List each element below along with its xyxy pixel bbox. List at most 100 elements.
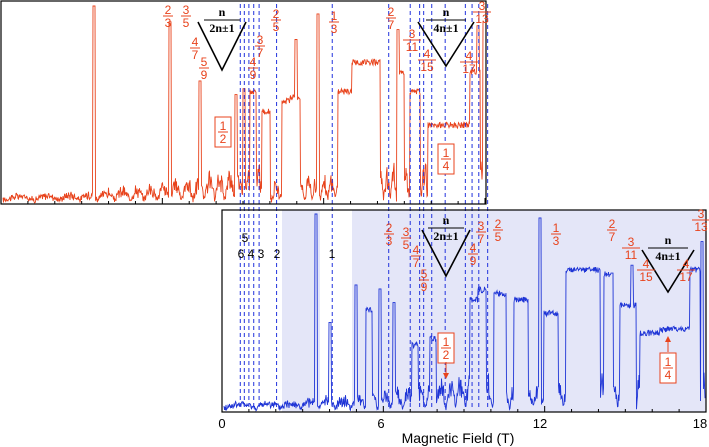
upper-frac-2-5: 25 [271,7,281,34]
upper-frac-3-7: 37 [255,33,265,60]
upper-wedge-2n: n 2n±1 [197,5,247,72]
shaded-regions [282,210,706,412]
lower-frac-3-5: 35 [401,225,411,252]
lower-wedge-2n-den: 2n±1 [433,229,458,243]
upper-boxed-half: 12 [214,116,232,148]
lower-frac-4-7: 47 [411,243,421,270]
svg-text:2: 2 [220,132,227,146]
svg-text:3: 3 [183,3,190,17]
lower-frac-3-13: 313 [692,207,709,234]
filling-4: 4 [248,247,255,261]
upper-frac-2-3: 23 [163,3,173,30]
svg-text:7: 7 [388,18,395,32]
landau-filling-labels: 5 6 4 3 2 1 [238,231,336,261]
lower-frac-2-3: 23 [384,221,394,248]
shade-region-2 [352,210,706,412]
svg-text:1: 1 [220,119,227,133]
svg-text:9: 9 [250,68,257,82]
x-axis-ticks [27,198,707,412]
svg-text:5: 5 [421,267,428,281]
svg-text:2: 2 [609,217,616,231]
upper-frac-1-3: 13 [329,9,339,36]
svg-text:2: 2 [165,3,172,17]
upper-boxed-quarter: 14 [437,143,455,175]
lower-wedge-4n: n 4n±1 [641,233,695,294]
svg-text:3: 3 [331,22,338,36]
svg-text:7: 7 [413,256,420,270]
svg-text:17: 17 [462,62,476,76]
svg-text:1: 1 [443,146,450,160]
svg-text:3: 3 [257,33,264,47]
svg-text:4: 4 [470,241,477,255]
svg-text:9: 9 [201,68,208,82]
svg-text:4: 4 [424,47,431,61]
shade-region-1 [282,210,320,412]
svg-text:2: 2 [495,217,502,231]
svg-text:3: 3 [478,219,485,233]
svg-text:5: 5 [201,55,208,69]
upper-frac-3-11: 311 [403,27,421,54]
svg-text:7: 7 [192,48,199,62]
filling-6: 6 [238,247,245,261]
svg-text:13: 13 [475,12,489,26]
svg-text:7: 7 [257,46,264,60]
svg-text:4: 4 [665,368,672,382]
filling-5: 5 [242,231,249,245]
lower-frac-3-11: 311 [622,235,640,262]
x-tick-label-0: 0 [218,416,225,431]
svg-text:15: 15 [639,270,653,284]
svg-text:3: 3 [403,225,410,239]
wedge-4n-num: n [443,5,450,19]
svg-text:5: 5 [403,238,410,252]
svg-text:3: 3 [628,235,635,249]
upper-wedge-4n: n 4n±1 [417,5,475,68]
upper-frac-3-13: 313 [473,0,491,26]
svg-text:4: 4 [413,243,420,257]
svg-text:9: 9 [421,280,428,294]
svg-text:1: 1 [331,9,338,23]
upper-frac-4-9: 49 [248,55,258,82]
upper-frac-5-9: 59 [199,55,209,82]
upper-frac-3-5: 35 [181,3,191,30]
svg-text:2: 2 [273,7,280,21]
lower-boxed-half: 12 [437,332,455,364]
svg-text:9: 9 [470,254,477,268]
svg-text:17: 17 [679,270,693,284]
svg-text:5: 5 [183,16,190,30]
x-tick-label-12: 12 [533,416,547,431]
svg-text:13: 13 [694,220,708,234]
lower-panel-trace [223,213,706,412]
x-axis-title: Magnetic Field (T) [402,430,515,446]
svg-text:4: 4 [192,35,199,49]
lower-frac-3-7: 37 [476,219,486,246]
svg-text:1: 1 [443,335,450,349]
lower-wedge-4n-den: 4n±1 [655,249,680,263]
svg-text:1: 1 [553,221,560,235]
upper-frac-4-15: 415 [418,47,436,74]
lower-wedge-2n: n 2n±1 [421,213,471,278]
svg-text:3: 3 [479,0,486,13]
upper-frac-4-17: 417 [460,49,478,76]
svg-text:5: 5 [273,20,280,34]
x-tick-label-6: 6 [377,416,384,431]
svg-text:4: 4 [250,55,257,69]
svg-text:15: 15 [420,60,434,74]
upper-frac-4-7: 47 [190,35,200,62]
svg-text:5: 5 [495,230,502,244]
svg-text:4: 4 [443,159,450,173]
wedge-2n-den: 2n±1 [209,21,234,35]
lower-wedge-4n-num: n [665,233,672,247]
wedge-4n-den: 4n±1 [433,21,458,35]
svg-text:4: 4 [683,257,690,271]
lower-frac-2-7: 27 [607,217,617,244]
svg-text:11: 11 [406,40,419,54]
lower-frac-4-9: 49 [468,241,478,268]
svg-text:3: 3 [386,234,393,248]
svg-text:3: 3 [409,27,416,41]
svg-text:4: 4 [643,257,650,271]
upper-frac-2-7: 27 [386,5,396,32]
lower-frac-1-3: 13 [551,221,561,248]
